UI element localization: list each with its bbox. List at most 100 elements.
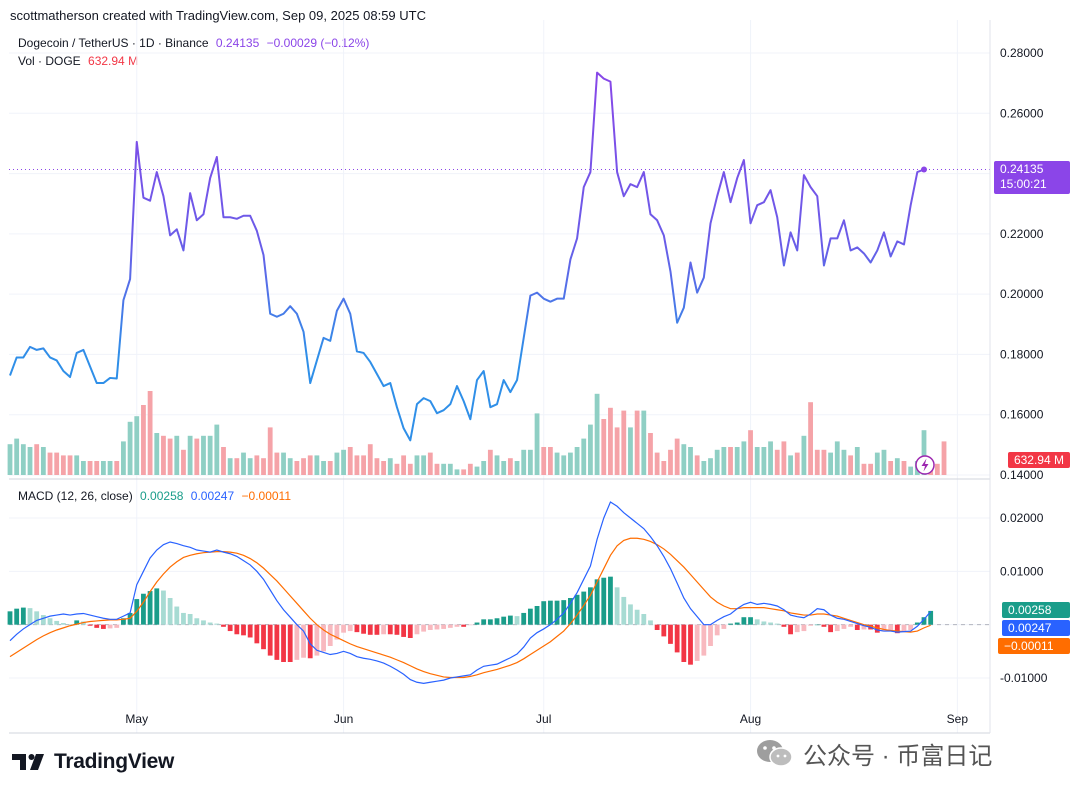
volume-bar [221, 447, 226, 475]
volume-bar [281, 452, 286, 475]
macd-histogram-bar [294, 624, 300, 660]
macd-histogram-bar [60, 623, 66, 625]
volume-bar [881, 449, 887, 475]
macd-histogram-bar [788, 624, 793, 635]
price-tick-label: 0.28000 [1000, 46, 1044, 60]
volume-bar [848, 455, 854, 475]
macd-histogram-bar [688, 624, 693, 665]
volume-bar [841, 449, 847, 475]
volume-legend: Vol · DOGE 632.94 M [18, 54, 142, 68]
volume-bar [447, 463, 453, 475]
macd-tick-label: -0.01000 [1000, 671, 1048, 685]
macd-histogram-bar [701, 624, 707, 656]
macd-histogram-bar [227, 624, 233, 632]
tradingview-logo-icon [12, 754, 44, 770]
volume-bar [741, 441, 747, 475]
tradingview-logo[interactable]: TradingView [12, 750, 174, 774]
volume-bar [387, 458, 393, 475]
macd-histogram-bar [641, 614, 647, 625]
volume-bar [7, 444, 13, 475]
time-tick-label: May [125, 712, 148, 726]
macd-histogram-bar [154, 588, 160, 625]
macd-histogram-bar [921, 617, 927, 625]
macd-histogram-bar [808, 624, 813, 626]
volume-bar [154, 433, 160, 475]
volume-bar [734, 447, 740, 475]
volume-bar [207, 435, 213, 475]
volume-bar [554, 452, 560, 475]
price-chart[interactable]: 0.280000.260000.240000.220000.200000.180… [0, 0, 1080, 740]
macd-histogram-bar [494, 618, 500, 625]
time-tick-label: Aug [740, 712, 761, 726]
volume-bar [581, 438, 587, 475]
volume-bar [748, 430, 753, 475]
signal-tag: −0.00011 [998, 638, 1070, 654]
wechat-watermark: 公众号 · 币富日记 [755, 736, 992, 771]
volume-bar [494, 455, 500, 475]
volume-bar [441, 463, 447, 475]
macd-legend: MACD (12, 26, close) 0.00258 0.00247 −0.… [18, 489, 295, 503]
macd-histogram-bar [40, 615, 46, 625]
volume-bar [307, 455, 313, 475]
macd-histogram-bar [901, 624, 907, 632]
macd-histogram-bar [768, 622, 773, 625]
volume-bar [588, 424, 593, 475]
price-tick-label: 0.26000 [1000, 106, 1044, 120]
macd-histogram-bar [681, 624, 687, 662]
macd-histogram-bar [341, 624, 346, 633]
macd-histogram-bar [828, 624, 834, 633]
macd-histogram-bar [741, 617, 747, 625]
macd-histogram-bar [654, 624, 660, 630]
volume-bar [100, 461, 106, 475]
volume-bar [768, 441, 773, 475]
macd-histogram-bar [588, 587, 593, 625]
macd-histogram-bar [314, 624, 320, 656]
signal-line [9, 537, 931, 679]
volume-bar [821, 449, 827, 475]
macd-histogram-bar [20, 607, 26, 625]
macd-histogram-bar [501, 616, 507, 625]
macd-histogram-bar [421, 624, 427, 632]
volume-bar [47, 452, 53, 475]
volume-bar [341, 449, 346, 475]
volume-bar [274, 452, 280, 475]
lightning-icon[interactable] [915, 455, 935, 475]
chart-credit: scottmatherson created with TradingView.… [10, 8, 426, 23]
volume-bar [67, 455, 73, 475]
macd-histogram-bar [434, 624, 440, 630]
volume-bar [394, 463, 400, 475]
macd-histogram-bar [668, 624, 673, 644]
volume-bar [287, 458, 293, 475]
macd-histogram-bar [554, 600, 560, 625]
volume-bar [354, 455, 360, 475]
price-tick-label: 0.22000 [1000, 227, 1044, 241]
volume-bar [621, 410, 627, 475]
macd-histogram-bar [861, 624, 867, 630]
macd-histogram-bar [527, 608, 533, 625]
volume-bar [814, 449, 820, 475]
macd-histogram-bar [161, 590, 166, 625]
volume-bar [234, 458, 240, 475]
volume-bar [227, 458, 233, 475]
macd-histogram-bar [401, 624, 407, 637]
volume-bar [507, 458, 513, 475]
macd-histogram-bar [267, 624, 273, 656]
volume-bar [688, 447, 693, 475]
tradingview-logo-text: TradingView [54, 750, 175, 773]
volume-bar [794, 452, 800, 475]
time-tick-label: Sep [947, 712, 969, 726]
macd-histogram-bar [47, 618, 53, 625]
volume-bar [934, 463, 940, 475]
macd-histogram-bar [354, 624, 360, 633]
volume-bar [294, 461, 300, 475]
hist-tag: 0.00258 [1002, 602, 1070, 618]
volume-bar [788, 455, 793, 475]
volume-bar [434, 463, 440, 475]
volume-bar [321, 461, 326, 475]
macd-histogram-bar [114, 624, 120, 628]
macd-histogram-bar [54, 620, 60, 625]
volume-bar [107, 461, 113, 475]
macd-histogram-bar [474, 622, 480, 625]
volume-bar [547, 447, 553, 475]
volume-bar [347, 447, 353, 475]
